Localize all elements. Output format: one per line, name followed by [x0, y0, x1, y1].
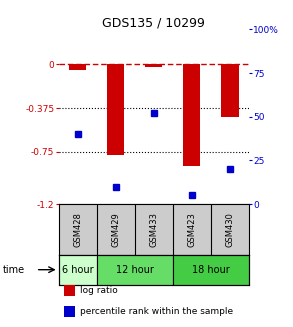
- Bar: [145, 64, 162, 67]
- Text: GSM428: GSM428: [73, 212, 82, 247]
- Text: log ratio: log ratio: [79, 286, 117, 295]
- Bar: [107, 64, 124, 155]
- Text: GSM430: GSM430: [226, 212, 234, 247]
- Text: time: time: [3, 265, 25, 275]
- Bar: [222, 64, 239, 117]
- Title: GDS135 / 10299: GDS135 / 10299: [102, 16, 205, 29]
- Bar: [64, 285, 75, 296]
- Bar: [69, 64, 86, 70]
- Bar: [173, 255, 249, 284]
- Text: GSM429: GSM429: [111, 212, 120, 247]
- Text: 12 hour: 12 hour: [116, 265, 154, 275]
- Text: percentile rank within the sample: percentile rank within the sample: [79, 307, 233, 316]
- Text: 6 hour: 6 hour: [62, 265, 93, 275]
- Text: GSM423: GSM423: [188, 212, 196, 247]
- Bar: [183, 64, 200, 166]
- Bar: [97, 255, 173, 284]
- Bar: [59, 255, 97, 284]
- Text: 18 hour: 18 hour: [192, 265, 230, 275]
- Bar: [64, 306, 75, 317]
- Text: GSM433: GSM433: [149, 212, 158, 247]
